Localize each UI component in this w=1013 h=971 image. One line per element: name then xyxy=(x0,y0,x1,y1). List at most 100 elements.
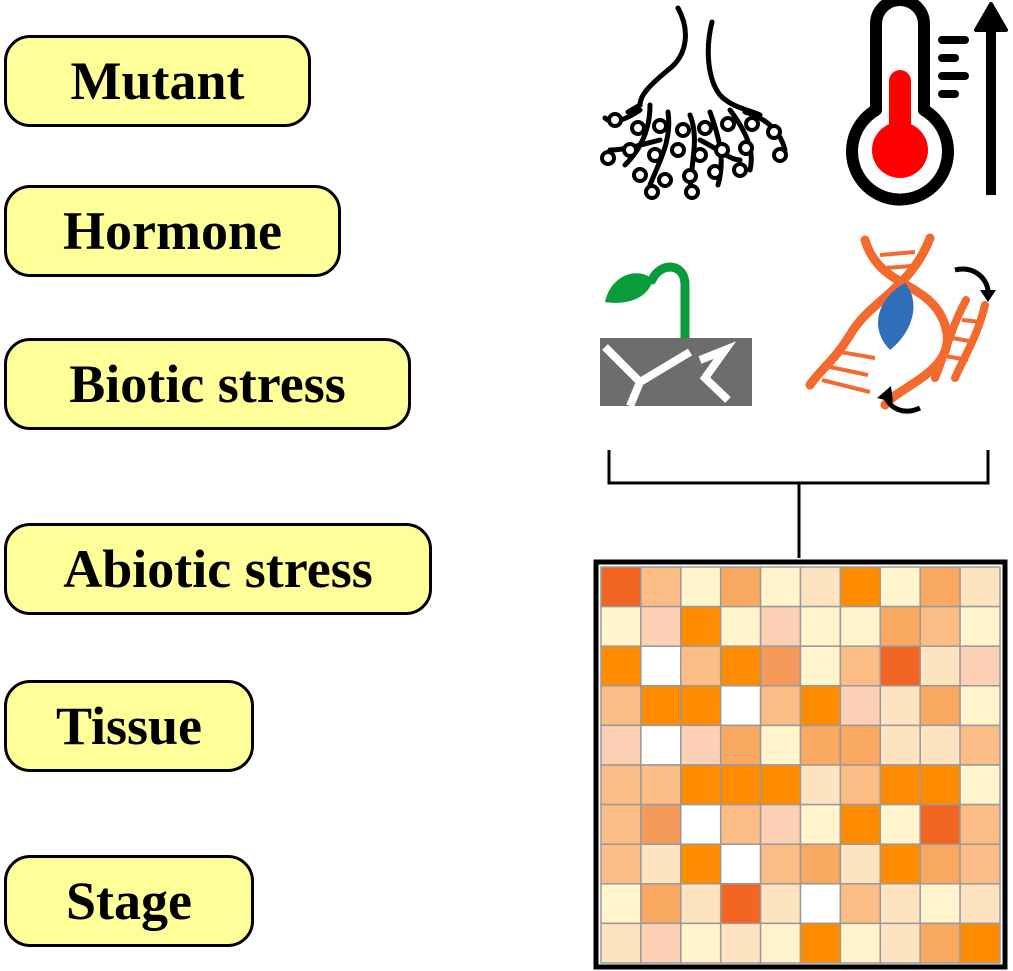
heatmap-cell xyxy=(640,843,682,885)
heatmap-cell xyxy=(680,922,722,964)
heatmap-cell xyxy=(640,803,682,845)
heatmap-cell xyxy=(959,883,1001,925)
tissue-label: Tissue xyxy=(4,680,254,772)
heatmap-cell xyxy=(839,685,882,727)
mutant-label: Mutant xyxy=(4,35,311,127)
heatmap-cell xyxy=(719,922,762,964)
heatmap-cell xyxy=(839,883,882,925)
heatmap-cell xyxy=(680,843,722,885)
heatmap-cell xyxy=(919,764,961,806)
heatmap-cell xyxy=(719,645,762,687)
heatmap-cell xyxy=(879,764,921,806)
heatmap-cell xyxy=(919,803,961,845)
heatmap-cell xyxy=(919,883,961,925)
heatmap-cell xyxy=(680,883,722,925)
heatmap-cell xyxy=(879,605,921,647)
heatmap-cell xyxy=(640,605,682,647)
heatmap-cell xyxy=(600,724,642,766)
heatmap-cell xyxy=(600,605,642,647)
heatmap-cell xyxy=(759,883,802,925)
heatmap-cell xyxy=(799,566,842,608)
heatmap-cell xyxy=(759,685,802,727)
heatmap-cell xyxy=(640,685,682,727)
heatmap-cell xyxy=(959,566,1001,608)
heatmap-cell xyxy=(759,764,802,806)
stage-label: Stage xyxy=(4,855,254,947)
heatmap-cell xyxy=(600,566,642,608)
heatmap-cell xyxy=(839,922,882,964)
heatmap-cell xyxy=(640,566,682,608)
heatmap-cell xyxy=(799,764,842,806)
dna-mutation-icon xyxy=(805,233,996,414)
heatmap-cell xyxy=(839,605,882,647)
heatmap-cell xyxy=(600,803,642,845)
heatmap-cell xyxy=(759,605,802,647)
heatmap-cell xyxy=(759,922,802,964)
heatmap-cell xyxy=(719,724,762,766)
heatmap-cell xyxy=(759,566,802,608)
heatmap-cell xyxy=(799,605,842,647)
heatmap-cell xyxy=(959,922,1001,964)
heatmap-cell xyxy=(719,685,762,727)
heatmap-cell xyxy=(919,724,961,766)
root-icon xyxy=(600,5,788,200)
heatmap-cell xyxy=(680,605,722,647)
heatmap-cell xyxy=(640,724,682,766)
heatmap-cell xyxy=(959,843,1001,885)
heatmap-cell xyxy=(600,883,642,925)
heatmap-cell xyxy=(879,645,921,687)
heatmap-cell xyxy=(879,566,921,608)
heatmap-cell xyxy=(680,566,722,608)
thermometer-icon xyxy=(846,0,1008,206)
hormone-label: Hormone xyxy=(4,185,341,277)
heatmap-cell xyxy=(959,764,1001,806)
abiotic-stress-label: Abiotic stress xyxy=(4,523,432,615)
heatmap-cell xyxy=(600,645,642,687)
seedling-drought-icon xyxy=(600,262,752,408)
heatmap-cell xyxy=(600,922,642,964)
heatmap-cell xyxy=(719,566,762,608)
heatmap-cell xyxy=(759,724,802,766)
heatmap-cell xyxy=(959,803,1001,845)
heatmap-cell xyxy=(799,883,842,925)
heatmap-cell xyxy=(919,843,961,885)
heatmap-cell xyxy=(959,685,1001,727)
heatmap-cell xyxy=(680,724,722,766)
heatmap-cell xyxy=(919,605,961,647)
heatmap-cell xyxy=(640,645,682,687)
heatmap-cell xyxy=(759,843,802,885)
heatmap-cell xyxy=(799,685,842,727)
heatmap-cell xyxy=(919,685,961,727)
heatmap-cell xyxy=(680,764,722,806)
heatmap-cell xyxy=(759,645,802,687)
heatmap-cell xyxy=(839,764,882,806)
heatmap-cell xyxy=(839,566,882,608)
heatmap-cell xyxy=(799,922,842,964)
heatmap-cell xyxy=(839,843,882,885)
heatmap-cell xyxy=(640,764,682,806)
biotic-stress-label: Biotic stress xyxy=(4,338,411,430)
heatmap-cell xyxy=(680,803,722,845)
heatmap-cell xyxy=(879,685,921,727)
heatmap-cell xyxy=(600,764,642,806)
heatmap-cell xyxy=(879,843,921,885)
heatmap-cell xyxy=(759,803,802,845)
heatmap-cell xyxy=(839,645,882,687)
heatmap-cell xyxy=(640,883,682,925)
heatmap-cell xyxy=(719,764,762,806)
heatmap-cell xyxy=(919,645,961,687)
heatmap-cell xyxy=(799,803,842,845)
heatmap-frame xyxy=(593,559,1008,970)
heatmap-cell xyxy=(799,843,842,885)
heatmap-cell xyxy=(879,922,921,964)
heatmap-cell xyxy=(959,724,1001,766)
heatmap-cell xyxy=(680,685,722,727)
heatmap-cell xyxy=(719,605,762,647)
heatmap-grid xyxy=(600,566,1001,964)
heatmap-cell xyxy=(959,605,1001,647)
heatmap-cell xyxy=(879,724,921,766)
heatmap-cell xyxy=(959,645,1001,687)
heatmap-cell xyxy=(680,645,722,687)
heatmap-cell xyxy=(799,724,842,766)
